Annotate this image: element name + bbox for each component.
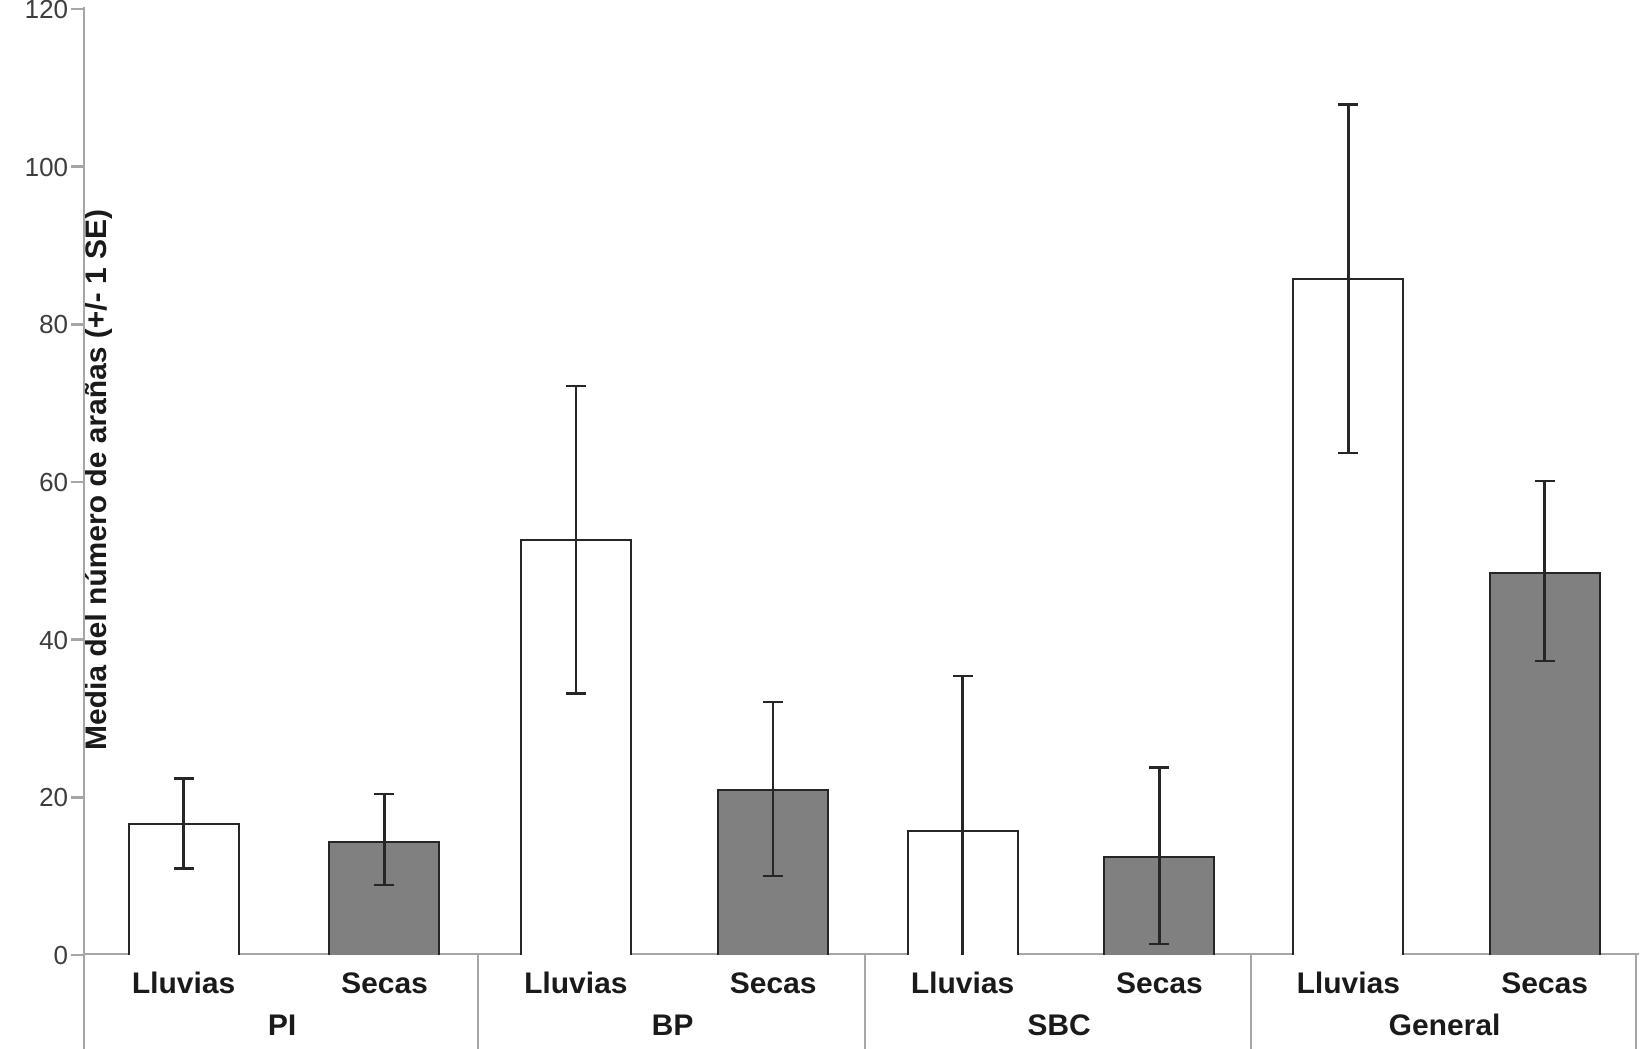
y-tick: [70, 480, 83, 484]
error-cap-top-pi-secas: [374, 792, 395, 796]
season-label-general-secas: Secas: [1501, 967, 1588, 1000]
error-cap-bottom-general-secas: [1534, 659, 1555, 663]
error-cap-bottom-pi-lluvias: [173, 867, 194, 870]
error-bar-pi-secas: [383, 794, 386, 885]
y-tick-label: 20: [39, 782, 68, 813]
y-tick-label: 80: [39, 309, 68, 340]
group-label-sbc: SBC: [1027, 1009, 1091, 1042]
y-tick-label: 120: [24, 0, 68, 24]
y-tick-label: 100: [24, 151, 68, 182]
y-tick: [70, 638, 83, 641]
y-tick: [70, 796, 83, 799]
season-label-sbc-secas: Secas: [1115, 967, 1203, 1000]
error-bar-sbc-lluvias: [961, 675, 964, 955]
error-cap-top-general-secas: [1534, 479, 1555, 483]
season-label-pi-lluvias: Lluvias: [131, 967, 236, 1000]
season-label-bp-secas: Secas: [729, 967, 817, 1000]
y-tick-label: 60: [39, 467, 68, 497]
error-cap-top-bp-lluvias: [565, 384, 586, 388]
y-axis-line: [82, 7, 85, 1049]
error-cap-top-pi-lluvias: [173, 777, 194, 780]
error-cap-top-sbc-secas: [1149, 766, 1170, 769]
error-cap-bottom-bp-secas: [763, 874, 784, 878]
season-label-sbc-lluvias: Lluvias: [910, 967, 1015, 1000]
y-tick-label: 0: [53, 940, 68, 970]
error-cap-bottom-pi-secas: [374, 883, 395, 887]
group-divider: [1249, 955, 1252, 1049]
y-tick-label: 40: [39, 624, 68, 655]
error-bar-general-lluvias: [1347, 104, 1350, 453]
season-label-bp-lluvias: Lluvias: [524, 967, 628, 1000]
season-label-general-lluvias: Lluvias: [1296, 967, 1400, 1000]
x-axis-line: [82, 952, 1639, 955]
error-bar-sbc-secas: [1158, 767, 1161, 944]
error-cap-top-sbc-lluvias: [952, 674, 973, 678]
group-divider: [1634, 955, 1637, 1049]
error-bar-pi-lluvias: [182, 778, 185, 869]
y-tick: [70, 323, 83, 326]
y-axis-title: Media del número de arañas (+/- 1 SE): [80, 209, 113, 750]
error-bar-bp-secas: [771, 701, 775, 877]
y-tick: [70, 165, 83, 168]
error-cap-bottom-bp-lluvias: [565, 692, 586, 695]
group-label-bp: BP: [651, 1009, 694, 1042]
error-cap-top-bp-secas: [763, 700, 784, 704]
group-divider: [863, 955, 866, 1049]
season-label-pi-secas: Secas: [341, 967, 428, 1000]
group-label-general: General: [1388, 1009, 1501, 1042]
error-bar-bp-lluvias: [574, 385, 577, 694]
group-label-pi: PI: [267, 1009, 297, 1042]
error-cap-top-general-lluvias: [1338, 103, 1359, 106]
y-tick: [70, 7, 83, 11]
error-bar-general-secas: [1543, 481, 1546, 661]
error-cap-bottom-sbc-secas: [1149, 942, 1170, 946]
error-cap-bottom-general-lluvias: [1338, 451, 1359, 455]
group-divider: [476, 955, 479, 1049]
y-tick: [70, 953, 83, 957]
